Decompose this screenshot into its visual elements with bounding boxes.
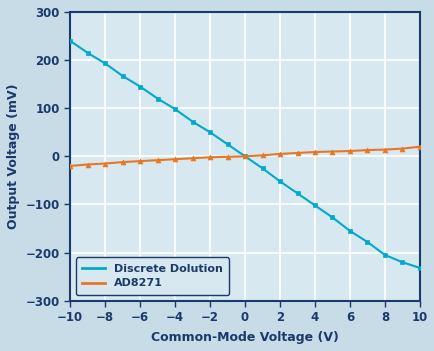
Discrete Dolution xyxy=(85,51,90,55)
AD8271 xyxy=(399,146,404,151)
AD8271 xyxy=(172,157,178,161)
Discrete Dolution xyxy=(347,229,352,233)
Discrete Dolution xyxy=(364,240,369,244)
AD8271 xyxy=(120,160,125,164)
Discrete Dolution xyxy=(277,179,282,184)
Discrete Dolution xyxy=(381,253,387,257)
X-axis label: Common-Mode Voltage (V): Common-Mode Voltage (V) xyxy=(151,331,338,344)
Line: AD8271: AD8271 xyxy=(68,144,421,168)
Discrete Dolution xyxy=(120,74,125,78)
Discrete Dolution xyxy=(224,142,230,146)
Y-axis label: Output Voltage (mV): Output Voltage (mV) xyxy=(7,84,20,229)
Discrete Dolution xyxy=(242,154,247,158)
Discrete Dolution xyxy=(399,260,404,264)
AD8271 xyxy=(260,153,265,158)
Discrete Dolution xyxy=(329,215,334,219)
AD8271 xyxy=(364,148,369,152)
Discrete Dolution xyxy=(172,107,178,111)
Discrete Dolution xyxy=(416,266,421,270)
AD8271 xyxy=(155,158,160,162)
AD8271 xyxy=(85,163,90,167)
Discrete Dolution xyxy=(190,120,195,124)
Legend: Discrete Dolution, AD8271: Discrete Dolution, AD8271 xyxy=(76,257,229,295)
AD8271 xyxy=(294,151,299,155)
Discrete Dolution xyxy=(260,166,265,171)
AD8271 xyxy=(67,164,72,168)
Discrete Dolution xyxy=(312,203,317,207)
Discrete Dolution xyxy=(137,85,142,89)
Discrete Dolution xyxy=(67,39,72,43)
Discrete Dolution xyxy=(207,130,212,134)
AD8271 xyxy=(137,159,142,163)
AD8271 xyxy=(329,150,334,154)
AD8271 xyxy=(277,152,282,156)
AD8271 xyxy=(207,155,212,159)
Discrete Dolution xyxy=(155,97,160,101)
Discrete Dolution xyxy=(294,191,299,196)
AD8271 xyxy=(416,145,421,149)
Line: Discrete Dolution: Discrete Dolution xyxy=(68,38,421,270)
Discrete Dolution xyxy=(102,61,108,66)
AD8271 xyxy=(102,161,108,166)
AD8271 xyxy=(381,147,387,152)
AD8271 xyxy=(347,149,352,153)
AD8271 xyxy=(224,155,230,159)
AD8271 xyxy=(242,154,247,158)
AD8271 xyxy=(190,156,195,160)
AD8271 xyxy=(312,150,317,154)
